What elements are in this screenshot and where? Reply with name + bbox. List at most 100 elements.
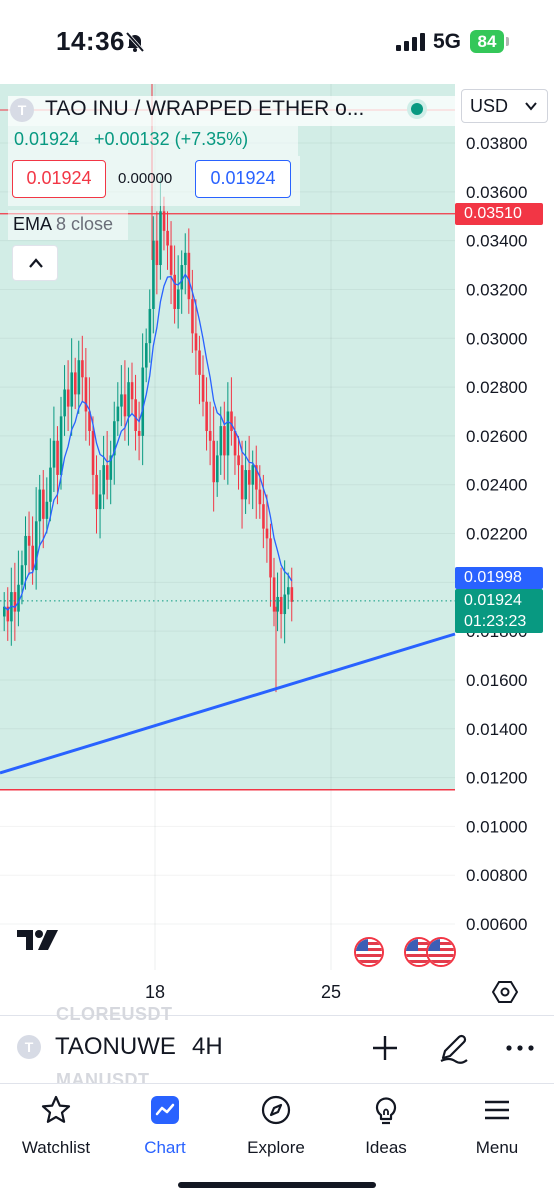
candle-body bbox=[81, 360, 84, 378]
network-label: 5G bbox=[433, 30, 462, 53]
last-price-value: 0.01924 bbox=[464, 592, 522, 609]
candle-body bbox=[31, 545, 34, 571]
price-axis-label: 0.03800 bbox=[466, 134, 527, 153]
legend-values bbox=[8, 126, 298, 156]
candle-body bbox=[276, 596, 279, 612]
horizontal-line-price-tag[interactable]: 0.03510 bbox=[455, 203, 543, 225]
price-axis-label: 0.01600 bbox=[466, 671, 527, 690]
candle-body bbox=[216, 455, 219, 483]
price-axis-label: 0.03400 bbox=[466, 232, 527, 251]
candle-body bbox=[269, 538, 272, 578]
nav-label: Watchlist bbox=[21, 1138, 91, 1157]
candle-body bbox=[113, 421, 116, 456]
more-options-icon[interactable] bbox=[502, 1030, 538, 1066]
candle-body bbox=[159, 211, 162, 266]
nav-chart[interactable]: Chart bbox=[110, 1094, 220, 1164]
time-axis-label: 25 bbox=[321, 982, 341, 1002]
candle-body bbox=[88, 411, 91, 431]
menu-icon bbox=[485, 1100, 509, 1120]
candle-body bbox=[226, 411, 230, 456]
drawing-tools-icon[interactable] bbox=[435, 1030, 471, 1066]
bell-slash-icon bbox=[125, 31, 145, 53]
star-icon bbox=[41, 1095, 71, 1123]
spread-label: 0.00000 bbox=[118, 170, 173, 187]
candle-body bbox=[194, 333, 198, 351]
nav-label: Explore bbox=[247, 1138, 305, 1157]
candle-body bbox=[201, 374, 205, 402]
candle-body bbox=[152, 240, 155, 309]
candle-body bbox=[52, 440, 56, 468]
legend-change: +0.00132 (+7.35%) bbox=[94, 129, 249, 149]
interval-button[interactable]: 4H bbox=[192, 1033, 223, 1060]
nav-label: Ideas bbox=[365, 1138, 407, 1157]
last-price-tag: 0.01924 01:23:23 bbox=[455, 589, 543, 633]
candle-body bbox=[17, 584, 20, 612]
candle-body bbox=[169, 245, 173, 275]
market-status-icon[interactable] bbox=[407, 99, 427, 119]
tradingview-logo-icon[interactable] bbox=[17, 928, 61, 952]
candle-body bbox=[198, 350, 201, 375]
ema-line bbox=[3, 273, 293, 611]
symbol-search-button[interactable]: TAONUWE bbox=[55, 1033, 176, 1060]
nav-ideas[interactable]: Ideas bbox=[331, 1094, 441, 1164]
candle-body bbox=[180, 265, 184, 290]
collapse-legend-button[interactable] bbox=[12, 245, 58, 281]
chart-settings-icon[interactable] bbox=[492, 979, 518, 1005]
candle-body bbox=[98, 494, 102, 510]
candle-body bbox=[63, 389, 66, 417]
candle-body bbox=[66, 389, 70, 407]
price-axis-label: 0.01000 bbox=[466, 817, 527, 836]
indicator-legend bbox=[8, 210, 128, 240]
sell-button[interactable]: 0.01924 bbox=[12, 160, 106, 198]
symbol-logo-icon: T bbox=[10, 98, 34, 122]
candle-body bbox=[223, 426, 226, 456]
candle-body bbox=[244, 470, 247, 500]
candle-body bbox=[240, 465, 244, 500]
chevron-up-icon bbox=[29, 258, 43, 268]
currency-select[interactable]: USD bbox=[461, 89, 548, 123]
candle-body bbox=[123, 394, 127, 417]
nav-explore[interactable]: Explore bbox=[221, 1094, 331, 1164]
candle-body bbox=[258, 489, 262, 505]
nav-menu[interactable]: Menu bbox=[442, 1094, 552, 1164]
buy-button[interactable]: 0.01924 bbox=[195, 160, 291, 198]
indicator-label[interactable]: EMA 8 close bbox=[13, 214, 113, 235]
candle-body bbox=[95, 474, 98, 510]
candle-body bbox=[13, 592, 17, 612]
candle-body bbox=[24, 535, 27, 566]
candle-body bbox=[102, 465, 105, 495]
candle-body bbox=[130, 382, 134, 400]
time-axis-label: 18 bbox=[145, 982, 165, 1002]
symbol-title[interactable]: TAO INU / WRAPPED ETHER o... bbox=[45, 97, 365, 120]
candle-body bbox=[173, 274, 176, 309]
candle-body bbox=[290, 587, 294, 602]
price-axis-label: 0.03200 bbox=[466, 280, 527, 299]
indicator-params: 8 close bbox=[56, 214, 114, 234]
candle-body bbox=[272, 577, 276, 612]
indicator-name: EMA bbox=[13, 214, 52, 234]
candle-body bbox=[56, 440, 59, 475]
candle-body bbox=[116, 406, 120, 422]
candle-body bbox=[176, 289, 180, 309]
price-axis-label: 0.01200 bbox=[466, 769, 527, 788]
add-icon[interactable] bbox=[367, 1030, 403, 1066]
nav-label: Menu bbox=[475, 1138, 519, 1157]
bottom-nav: Watchlist Chart Explore Ideas Menu bbox=[0, 1083, 554, 1200]
candle-body bbox=[120, 394, 123, 407]
candle-body bbox=[27, 535, 31, 546]
candle-body bbox=[219, 426, 223, 456]
candle-body bbox=[187, 252, 191, 300]
us-flag-event-icon[interactable] bbox=[354, 937, 384, 967]
home-indicator bbox=[178, 1182, 376, 1188]
nav-watchlist[interactable]: Watchlist bbox=[1, 1094, 111, 1164]
us-flag-event-icon[interactable] bbox=[426, 937, 456, 967]
legend-header bbox=[8, 96, 456, 126]
candle-body bbox=[205, 401, 208, 431]
status-time: 14:36 bbox=[56, 26, 125, 56]
bar-countdown: 01:23:23 bbox=[464, 613, 527, 630]
candle-body bbox=[191, 299, 194, 334]
candle-body bbox=[155, 240, 159, 266]
chart-icon bbox=[151, 1096, 179, 1124]
previous-symbol-hint: CLOREUSDT bbox=[56, 1004, 173, 1024]
price-axis-label: 0.02800 bbox=[466, 378, 527, 397]
